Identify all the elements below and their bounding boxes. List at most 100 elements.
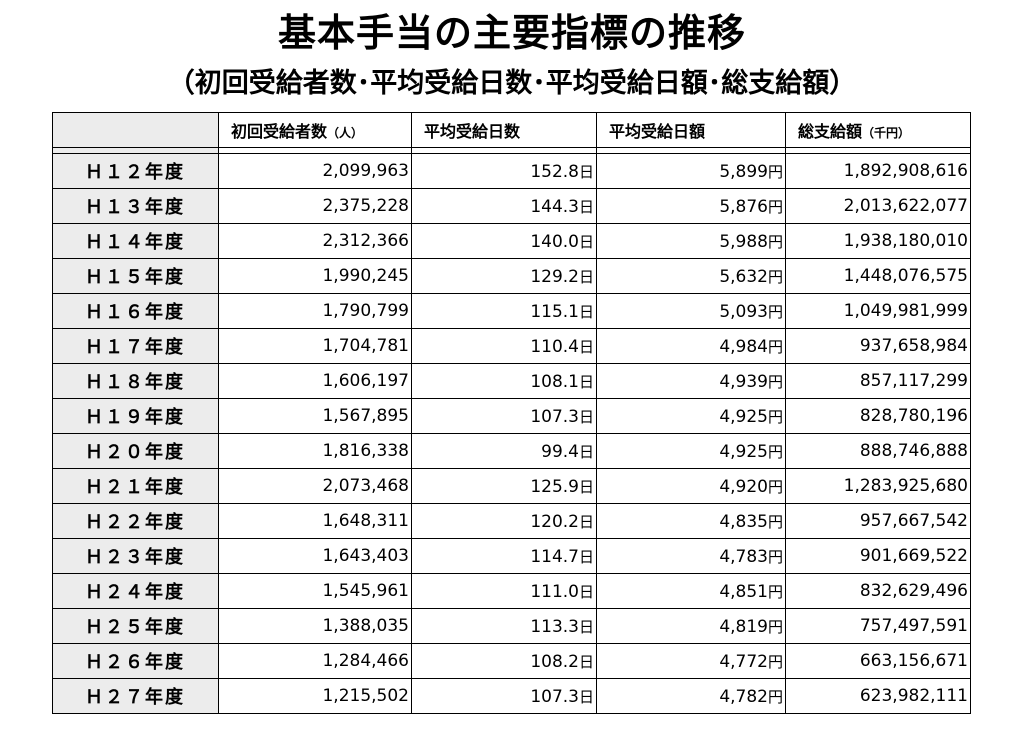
day-suffix: 日 xyxy=(578,687,594,706)
cell-recipients: 1,388,035 xyxy=(218,608,412,644)
cell-recipients: 1,990,245 xyxy=(218,258,412,294)
avg-daily-amount-value: 4,939 xyxy=(719,371,768,392)
day-suffix: 日 xyxy=(578,582,594,601)
table-row: Ｈ１６年度 1,790,799 115.1日 5,093円 1,049,981,999 xyxy=(52,293,971,329)
cell-total-amount: 663,156,671 xyxy=(785,643,971,679)
cell-avg-days: 120.2日 xyxy=(411,503,597,539)
cell-recipients: 1,567,895 xyxy=(218,398,412,434)
cell-avg-daily-amount: 4,984円 xyxy=(596,328,786,364)
cell-avg-days: 107.3日 xyxy=(411,398,597,434)
day-suffix: 日 xyxy=(578,442,594,461)
avg-daily-amount-value: 4,920 xyxy=(719,476,768,497)
yen-suffix: 円 xyxy=(767,442,783,461)
yen-suffix: 円 xyxy=(767,372,783,391)
header-avg-daily-amount: 平均受給日額 xyxy=(596,112,786,148)
avg-days-value: 107.3 xyxy=(530,406,579,427)
cell-total-amount: 888,746,888 xyxy=(785,433,971,469)
yen-suffix: 円 xyxy=(767,232,783,251)
cell-avg-daily-amount: 5,876円 xyxy=(596,188,786,224)
day-suffix: 日 xyxy=(578,477,594,496)
cell-avg-days: 113.3日 xyxy=(411,608,597,644)
cell-total-amount: 1,938,180,010 xyxy=(785,223,971,259)
row-year-label: Ｈ１８年度 xyxy=(52,363,219,399)
row-year-label: Ｈ１９年度 xyxy=(52,398,219,434)
avg-days-value: 114.7 xyxy=(530,546,579,567)
row-year-label: Ｈ１２年度 xyxy=(52,153,219,189)
avg-daily-amount-value: 4,819 xyxy=(719,616,768,637)
cell-avg-daily-amount: 4,851円 xyxy=(596,573,786,609)
yen-suffix: 円 xyxy=(767,162,783,181)
cell-avg-daily-amount: 4,925円 xyxy=(596,398,786,434)
table-row: Ｈ１７年度 1,704,781 110.4日 4,984円 937,658,984 xyxy=(52,328,971,364)
cell-total-amount: 901,669,522 xyxy=(785,538,971,574)
table-body: Ｈ１２年度 2,099,963 152.8日 5,899円 1,892,908,616 Ｈ… xyxy=(52,153,971,714)
cell-total-amount: 937,658,984 xyxy=(785,328,971,364)
cell-avg-daily-amount: 4,835円 xyxy=(596,503,786,539)
avg-days-value: 140.0 xyxy=(530,231,579,252)
cell-total-amount: 2,013,622,077 xyxy=(785,188,971,224)
cell-avg-daily-amount: 4,920円 xyxy=(596,468,786,504)
table-row: Ｈ１９年度 1,567,895 107.3日 4,925円 828,780,196 xyxy=(52,398,971,434)
day-suffix: 日 xyxy=(578,232,594,251)
yen-suffix: 円 xyxy=(767,687,783,706)
table-row: Ｈ２５年度 1,388,035 113.3日 4,819円 757,497,591 xyxy=(52,608,971,644)
cell-avg-days: 125.9日 xyxy=(411,468,597,504)
yen-suffix: 円 xyxy=(767,582,783,601)
yen-suffix: 円 xyxy=(767,197,783,216)
avg-days-value: 144.3 xyxy=(530,196,579,217)
avg-days-value: 111.0 xyxy=(530,581,579,602)
cell-total-amount: 857,117,299 xyxy=(785,363,971,399)
header-corner-cell xyxy=(52,112,219,148)
avg-daily-amount-value: 4,782 xyxy=(719,686,768,707)
cell-recipients: 1,545,961 xyxy=(218,573,412,609)
cell-total-amount: 1,283,925,680 xyxy=(785,468,971,504)
cell-avg-daily-amount: 4,782円 xyxy=(596,678,786,714)
avg-daily-amount-value: 5,988 xyxy=(719,231,768,252)
table-row: Ｈ１５年度 1,990,245 129.2日 5,632円 1,448,076,575 xyxy=(52,258,971,294)
avg-daily-amount-value: 4,925 xyxy=(719,441,768,462)
cell-recipients: 1,790,799 xyxy=(218,293,412,329)
avg-days-value: 107.3 xyxy=(530,686,579,707)
cell-recipients: 2,099,963 xyxy=(218,153,412,189)
row-year-label: Ｈ２４年度 xyxy=(52,573,219,609)
table-row: Ｈ２０年度 1,816,338 99.4日 4,925円 888,746,888 xyxy=(52,433,971,469)
day-suffix: 日 xyxy=(578,337,594,356)
yen-suffix: 円 xyxy=(767,617,783,636)
avg-daily-amount-value: 4,925 xyxy=(719,406,768,427)
yen-suffix: 円 xyxy=(767,407,783,426)
avg-days-value: 108.1 xyxy=(530,371,579,392)
day-suffix: 日 xyxy=(578,407,594,426)
avg-daily-amount-value: 5,093 xyxy=(719,301,768,322)
table-row: Ｈ２３年度 1,643,403 114.7日 4,783円 901,669,522 xyxy=(52,538,971,574)
cell-recipients: 1,284,466 xyxy=(218,643,412,679)
table-row: Ｈ１４年度 2,312,366 140.0日 5,988円 1,938,180,010 xyxy=(52,223,971,259)
row-year-label: Ｈ１５年度 xyxy=(52,258,219,294)
header-avg-days: 平均受給日数 xyxy=(411,112,597,148)
day-suffix: 日 xyxy=(578,547,594,566)
avg-daily-amount-value: 5,876 xyxy=(719,196,768,217)
row-year-label: Ｈ１６年度 xyxy=(52,293,219,329)
row-year-label: Ｈ２７年度 xyxy=(52,678,219,714)
avg-days-value: 115.1 xyxy=(530,301,579,322)
avg-days-value: 113.3 xyxy=(530,616,579,637)
yen-suffix: 円 xyxy=(767,477,783,496)
cell-recipients: 1,606,197 xyxy=(218,363,412,399)
avg-daily-amount-value: 5,632 xyxy=(719,266,768,287)
cell-avg-days: 110.4日 xyxy=(411,328,597,364)
yen-suffix: 円 xyxy=(767,652,783,671)
cell-avg-days: 114.7日 xyxy=(411,538,597,574)
avg-daily-amount-value: 4,984 xyxy=(719,336,768,357)
cell-total-amount: 828,780,196 xyxy=(785,398,971,434)
day-suffix: 日 xyxy=(578,197,594,216)
avg-daily-amount-value: 4,772 xyxy=(719,651,768,672)
cell-avg-daily-amount: 4,939円 xyxy=(596,363,786,399)
indicator-table: 初回受給者数（人） 平均受給日数 平均受給日額 総支給額（千円） Ｈ１２年度 2,… xyxy=(52,112,971,714)
cell-recipients: 1,648,311 xyxy=(218,503,412,539)
table-header-row: 初回受給者数（人） 平均受給日数 平均受給日額 総支給額（千円） xyxy=(52,112,971,148)
cell-total-amount: 832,629,496 xyxy=(785,573,971,609)
row-year-label: Ｈ１７年度 xyxy=(52,328,219,364)
avg-days-value: 108.2 xyxy=(530,651,579,672)
row-year-label: Ｈ１３年度 xyxy=(52,188,219,224)
cell-avg-daily-amount: 4,925円 xyxy=(596,433,786,469)
cell-avg-daily-amount: 5,988円 xyxy=(596,223,786,259)
